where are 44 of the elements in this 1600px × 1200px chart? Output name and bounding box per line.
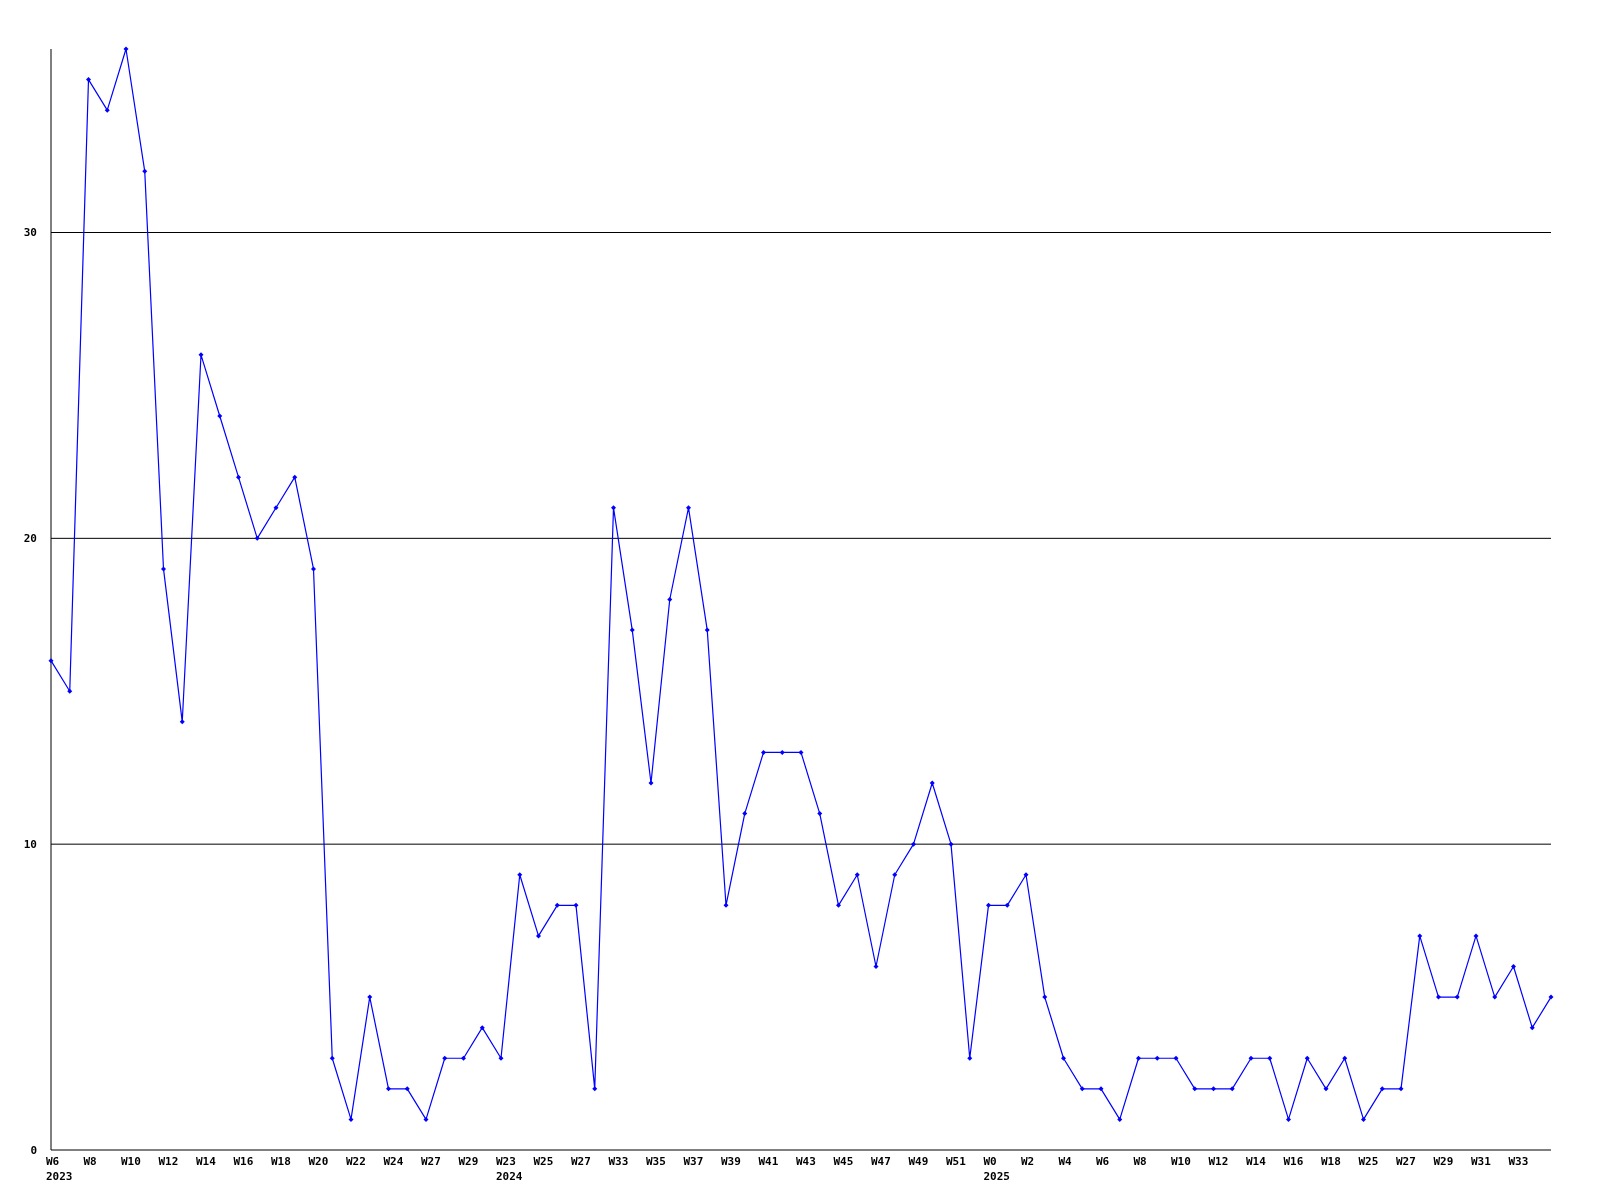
x-tick-label: W33 (1508, 1155, 1529, 1168)
x-tick-label: W37 (683, 1155, 704, 1168)
x-tick-label: W6 (1096, 1155, 1110, 1168)
x-tick-label: W22 (346, 1155, 366, 1168)
x-tick-label: W27 (1396, 1155, 1416, 1168)
x-tick-label: W29 (1433, 1155, 1454, 1168)
x-tick-label: W8 (1133, 1155, 1147, 1168)
x-tick-label: W4 (1058, 1155, 1073, 1168)
y-tick-label: 30 (23, 226, 37, 240)
x-tick-label: W12 (158, 1155, 179, 1168)
x-tick-label: W35 (646, 1155, 666, 1168)
x-tick-label: W25 (1358, 1155, 1379, 1168)
x-tick-label: W0 2025 (983, 1155, 1010, 1183)
x-tick-label: W27 (571, 1155, 591, 1168)
x-tick-label: W6 2023 (46, 1155, 73, 1183)
x-tick-label: W8 (83, 1155, 97, 1168)
x-tick-label: W20 (308, 1155, 329, 1168)
y-tick-label: 0 (30, 1143, 37, 1157)
x-tick-label: W24 (383, 1155, 404, 1168)
x-tick-label: W14 (1246, 1155, 1267, 1168)
x-tick-label: W14 (196, 1155, 217, 1168)
x-tick-label: W2 (1021, 1155, 1035, 1168)
x-tick-label: W31 (1471, 1155, 1492, 1168)
x-tick-label: W45 (833, 1155, 854, 1168)
y-tick-label: 20 (23, 532, 37, 546)
x-tick-label: W33 (608, 1155, 629, 1168)
x-tick-label: W51 (946, 1155, 967, 1168)
x-tick-label: W47 (871, 1155, 891, 1168)
x-tick-label: W18 (271, 1155, 291, 1168)
x-tick-label: W27 (421, 1155, 441, 1168)
x-tick-label: W12 (1208, 1155, 1229, 1168)
x-tick-label: W23 2024 (496, 1155, 523, 1183)
x-tick-label: W10 (121, 1155, 141, 1168)
x-tick-label: W18 (1321, 1155, 1341, 1168)
x-tick-label: W39 (721, 1155, 741, 1168)
x-tick-label: W10 (1171, 1155, 1191, 1168)
x-tick-label: W49 (908, 1155, 929, 1168)
x-tick-label: W41 (758, 1155, 779, 1168)
y-tick-label: 10 (23, 838, 37, 852)
x-tick-label: W16 (1283, 1155, 1304, 1168)
x-tick-label: W43 (796, 1155, 816, 1168)
x-tick-label: W29 (458, 1155, 479, 1168)
x-tick-label: W25 (533, 1155, 554, 1168)
x-tick-label: W16 (233, 1155, 254, 1168)
